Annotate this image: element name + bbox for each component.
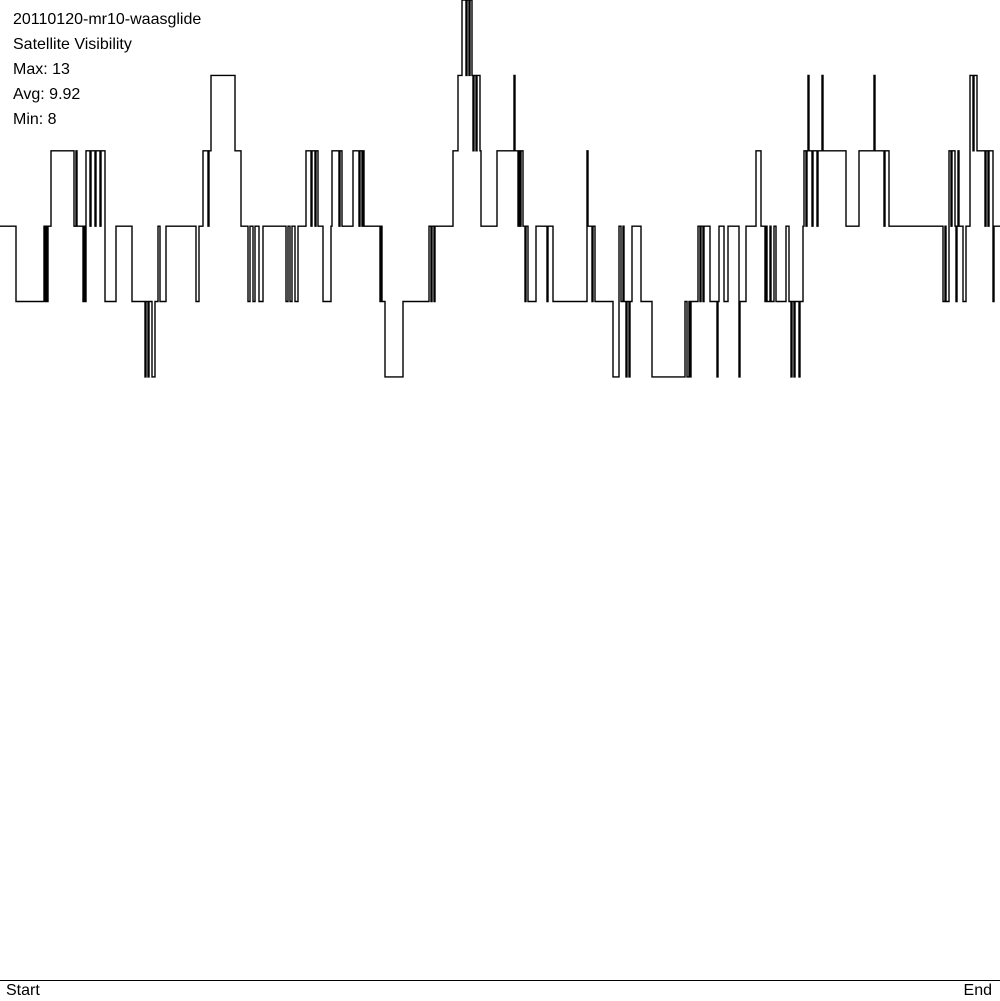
chart-title: Satellite Visibility — [13, 36, 132, 53]
x-tick-start: Start — [6, 982, 40, 999]
x-tick-end: End — [963, 982, 992, 999]
series-line — [0, 0, 1000, 378]
max-stat: Max: 13 — [13, 61, 70, 78]
dataset-name: 20110120-mr10-waasglide — [13, 11, 202, 28]
min-stat: Min: 8 — [13, 111, 57, 128]
avg-stat: Avg: 9.92 — [13, 86, 81, 103]
